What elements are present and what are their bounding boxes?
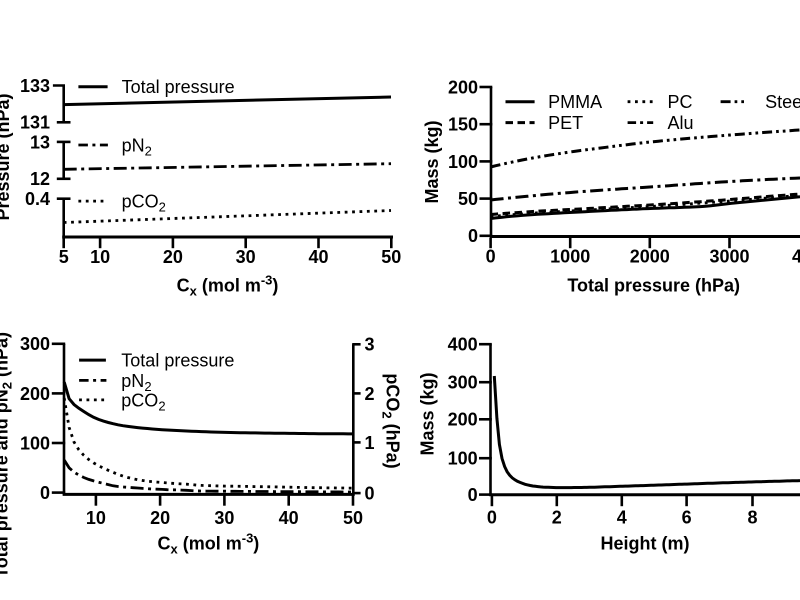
svg-text:Total pressure: Total pressure (121, 351, 234, 371)
svg-text:Height (m): Height (m) (601, 534, 690, 554)
svg-text:200: 200 (448, 410, 478, 430)
svg-text:5: 5 (59, 247, 69, 267)
svg-text:PMMA: PMMA (548, 92, 602, 112)
svg-text:pN2: pN2 (121, 371, 151, 394)
svg-text:Alu: Alu (668, 113, 694, 133)
svg-text:pCO2: pCO2 (122, 192, 166, 215)
svg-text:12: 12 (30, 169, 50, 189)
svg-text:2: 2 (552, 508, 562, 528)
svg-text:Mass (kg): Mass (kg) (422, 120, 442, 203)
svg-text:40: 40 (308, 247, 328, 267)
svg-text:30: 30 (214, 508, 234, 528)
svg-text:pN2: pN2 (122, 136, 152, 159)
svg-text:0: 0 (486, 247, 496, 267)
svg-text:100: 100 (448, 152, 478, 172)
svg-text:8: 8 (747, 508, 757, 528)
svg-text:3000: 3000 (709, 247, 749, 267)
svg-text:100: 100 (20, 433, 50, 453)
svg-text:Steel: Steel (765, 92, 800, 112)
svg-text:Total pressure and pN2 (hPa): Total pressure and pN2 (hPa) (0, 332, 15, 578)
svg-text:4000: 4000 (792, 247, 800, 267)
svg-text:Mass (kg): Mass (kg) (418, 372, 438, 455)
svg-text:300: 300 (20, 334, 50, 354)
svg-text:20: 20 (150, 508, 170, 528)
svg-text:2: 2 (365, 384, 375, 404)
svg-text:13: 13 (30, 132, 50, 152)
svg-text:pCO2: pCO2 (121, 390, 165, 413)
svg-text:40: 40 (279, 508, 299, 528)
svg-text:0: 0 (487, 508, 497, 528)
svg-text:300: 300 (448, 373, 478, 393)
svg-text:50: 50 (343, 508, 363, 528)
svg-text:50: 50 (458, 189, 478, 209)
svg-text:30: 30 (236, 247, 256, 267)
svg-text:0: 0 (40, 483, 50, 503)
svg-text:Total pressure (hPa): Total pressure (hPa) (567, 276, 740, 296)
svg-text:0.4: 0.4 (25, 189, 50, 209)
svg-text:200: 200 (448, 77, 478, 97)
svg-text:1000: 1000 (550, 247, 590, 267)
svg-text:6: 6 (682, 508, 692, 528)
svg-text:0: 0 (365, 484, 375, 504)
svg-text:10: 10 (90, 247, 110, 267)
svg-text:3: 3 (365, 335, 375, 355)
svg-text:PC: PC (668, 92, 693, 112)
svg-text:20: 20 (163, 247, 183, 267)
svg-text:Total pressure: Total pressure (122, 77, 235, 97)
svg-text:150: 150 (448, 115, 478, 135)
svg-text:131: 131 (20, 113, 50, 133)
svg-text:100: 100 (448, 449, 478, 469)
svg-text:0: 0 (468, 226, 478, 246)
svg-text:133: 133 (20, 76, 50, 96)
svg-text:4: 4 (617, 508, 627, 528)
svg-text:pCO2 (hPa): pCO2 (hPa) (380, 373, 403, 468)
svg-text:10: 10 (86, 508, 106, 528)
svg-text:200: 200 (20, 384, 50, 404)
svg-text:400: 400 (448, 335, 478, 355)
svg-text:50: 50 (381, 247, 401, 267)
svg-text:PET: PET (548, 113, 583, 133)
svg-text:0: 0 (468, 485, 478, 505)
svg-text:Pressure (hPa): Pressure (hPa) (0, 93, 13, 220)
svg-text:2000: 2000 (630, 247, 670, 267)
svg-text:1: 1 (365, 433, 375, 453)
